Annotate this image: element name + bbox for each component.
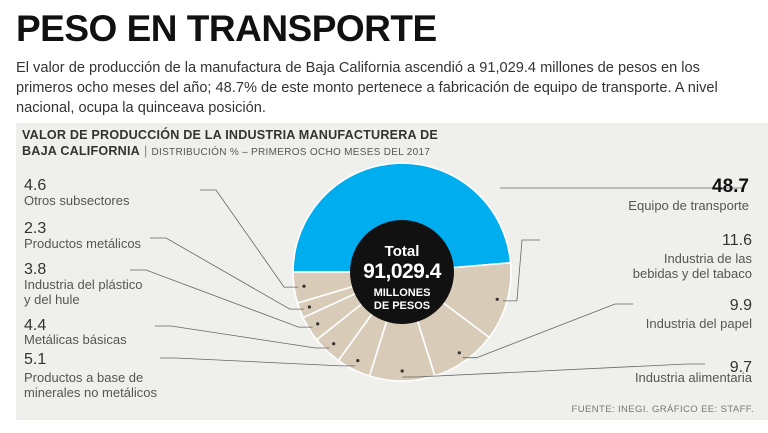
value-label-equipo-de-transporte: 48.7 bbox=[712, 176, 749, 197]
value-label-metalicas-basicas: 4.4 bbox=[24, 317, 46, 334]
category-label-equipo-de-transporte: Equipo de transporte bbox=[628, 198, 749, 213]
center-unit-line2: DE PESOS bbox=[374, 300, 430, 312]
value-label-industria-de-las-bebidas-y-del-tabaco: 11.6 bbox=[722, 232, 752, 249]
title-separator: | bbox=[143, 144, 148, 158]
chart-header: VALOR DE PRODUCCIÓN DE LA INDUSTRIA MANU… bbox=[22, 127, 438, 161]
leader-productos-a-base-de-minerales-no-metalicos bbox=[160, 357, 356, 367]
source-credit: FUENTE: INEGI. GRÁFICO EE: STAFF. bbox=[571, 404, 754, 415]
category-label-metalicas-basicas: Metálicas básicas bbox=[24, 332, 127, 347]
category-label-productos-metalicos: Productos metálicos bbox=[24, 236, 142, 251]
leader-dot-industria-alimentaria bbox=[400, 369, 404, 373]
category-label-industria-del-papel: Industria del papel bbox=[646, 316, 752, 331]
category-label-productos-a-base-de-minerales-no-metalicos: minerales no metálicos bbox=[24, 385, 157, 400]
leader-dot-productos-metalicos bbox=[307, 305, 311, 309]
leader-productos-metalicos bbox=[150, 237, 304, 310]
leader-line-group bbox=[130, 187, 742, 378]
center-disc bbox=[350, 220, 454, 324]
center-total-label: Total bbox=[385, 243, 420, 260]
category-label-industria-del-plastico-y-del-hule: Industria del plástico bbox=[24, 277, 143, 292]
leader-dot-industria-del-plastico-y-del-hule bbox=[316, 322, 320, 326]
value-label-industria-alimentaria: 9.7 bbox=[730, 359, 752, 376]
leader-metalicas-basicas bbox=[155, 325, 330, 349]
leader-dot-industria-del-papel bbox=[457, 351, 461, 355]
value-label-otros-subsectores: 4.6 bbox=[24, 177, 46, 194]
value-label-productos-metalicos: 2.3 bbox=[24, 220, 46, 237]
value-label-industria-del-papel: 9.9 bbox=[730, 297, 752, 314]
lead-paragraph: El valor de producción de la manufactura… bbox=[16, 60, 718, 116]
value-label-industria-del-plastico-y-del-hule: 3.8 bbox=[24, 261, 46, 278]
leader-dot-metalicas-basicas bbox=[332, 342, 336, 346]
category-label-productos-a-base-de-minerales-no-metalicos: Productos a base de bbox=[24, 370, 143, 385]
headline: PESO EN TRANSPORTE bbox=[16, 8, 437, 49]
leader-industria-del-plastico-y-del-hule bbox=[130, 269, 313, 328]
category-label-industria-de-las-bebidas-y-del-tabaco: Industria de las bbox=[664, 251, 753, 266]
chart-title-line1: VALOR DE PRODUCCIÓN DE LA INDUSTRIA MANU… bbox=[22, 128, 438, 142]
leader-industria-de-las-bebidas-y-del-tabaco bbox=[502, 239, 540, 302]
chart-subtitle: DISTRIBUCIÓN % – PRIMEROS OCHO MESES DEL… bbox=[151, 147, 431, 158]
leader-dot-otros-subsectores bbox=[302, 284, 306, 288]
category-label-industria-de-las-bebidas-y-del-tabaco: bebidas y del tabaco bbox=[633, 266, 752, 281]
center-unit-line1: MILLONES bbox=[374, 287, 431, 299]
leader-dot-productos-a-base-de-minerales-no-metalicos bbox=[356, 359, 360, 363]
center-total-value: 91,029.4 bbox=[363, 260, 442, 283]
leader-otros-subsectores bbox=[200, 189, 299, 288]
chart-title-line2: BAJA CALIFORNIA bbox=[22, 144, 140, 158]
value-label-productos-a-base-de-minerales-no-metalicos: 5.1 bbox=[24, 351, 46, 368]
category-label-industria-alimentaria: Industria alimentaria bbox=[635, 370, 753, 385]
slice-equipo-de-transporte bbox=[292, 162, 512, 273]
category-label-otros-subsectores: Otros subsectores bbox=[24, 193, 130, 208]
leader-industria-alimentaria bbox=[402, 363, 705, 378]
leader-dot-industria-de-las-bebidas-y-del-tabaco bbox=[495, 297, 499, 301]
category-label-industria-del-plastico-y-del-hule: y del hule bbox=[24, 292, 80, 307]
leader-industria-del-papel bbox=[462, 303, 633, 359]
